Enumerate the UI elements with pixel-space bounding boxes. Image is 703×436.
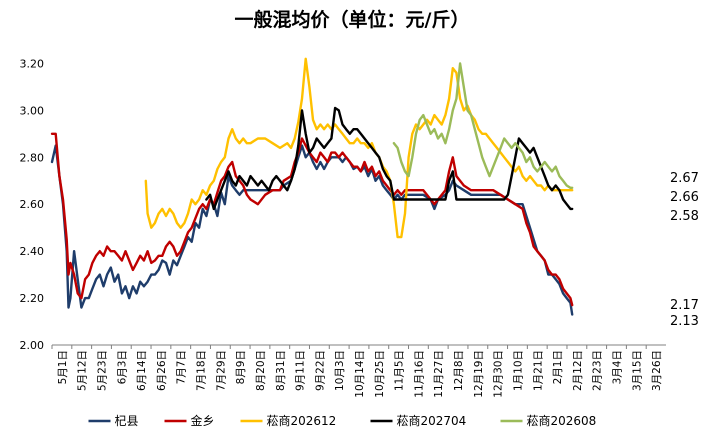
end-value-label: 2.17 [670,298,699,313]
series-line-4 [392,62,574,190]
x-tick-label: 12月19日 [473,350,485,398]
y-tick-label: 3.20 [20,57,45,70]
series-line-0 [50,144,574,316]
x-tick-label: 8月9日 [235,350,247,384]
end-value-label: 2.13 [670,314,699,329]
chart-title: 一般混均价（单位：元/斤） [235,8,470,31]
y-tick-label: 2.80 [20,151,45,164]
end-value-label: 2.66 [670,190,699,205]
y-tick-label: 2.00 [20,339,45,352]
x-tick-label: 10月14日 [354,350,366,398]
x-tick-label: 6月14日 [136,350,148,391]
y-tick-label: 2.20 [20,292,45,305]
x-tick-label: 11月27日 [433,350,445,398]
x-tick-label: 5月1日 [57,350,69,384]
x-tick-label: 3月4日 [611,350,623,384]
x-tick-label: 7月29日 [215,350,227,391]
y-tick-label: 2.40 [20,245,45,258]
series-layer [50,57,574,316]
legend-label: 菘商202608 [527,413,597,428]
x-tick-label: 1月21日 [532,350,544,391]
legend-label: 菘商202704 [397,413,467,428]
x-tick-label: 1月10日 [512,350,524,391]
x-axis: 5月1日 5月12日 5月23日 6月3日 6月14日 6月26日 7月7日 7月18日 7月2… [51,344,666,398]
x-tick-label: 10月25日 [374,350,386,398]
end-value-label: 2.58 [670,209,699,224]
y-tick-label: 2.60 [20,198,45,211]
x-tick-label: 9月11日 [295,350,307,391]
x-tick-label: 2月1日 [552,350,564,384]
x-tick-label: 2月12日 [572,350,584,391]
x-tick-label: 9月22日 [314,350,326,391]
y-axis: 2.00 2.20 2.40 2.60 2.80 3.00 3.20 [20,57,45,352]
x-tick-label: 6月26日 [156,350,168,391]
legend-label: 杞县 [115,414,139,428]
x-tick-label: 12月30日 [493,350,505,398]
x-tick-label: 7月18日 [196,350,208,391]
x-tick-label: 12月8日 [453,350,465,391]
x-tick-label: 11月16日 [413,350,425,398]
x-tick-label: 6月3日 [116,350,128,384]
x-tick-label: 2月23日 [592,350,604,391]
x-tick-label: 10月3日 [334,350,346,391]
series-line-3 [205,106,574,211]
x-tick-label: 8月31日 [275,350,287,391]
end-value-label: 2.67 [670,171,699,186]
series-line-2 [144,57,574,239]
x-tick-label: 8月20日 [255,350,267,391]
end-labels: 2.67 2.66 2.58 2.172.13 [670,171,699,329]
x-tick-label: 7月7日 [176,350,188,384]
y-tick-label: 3.00 [20,104,45,117]
x-tick-label: 5月12日 [77,350,89,391]
legend-label: 金乡 [191,413,215,428]
x-tick-label: 3月26日 [651,350,663,391]
x-tick-label: 5月23日 [97,350,109,391]
legend: 杞县 金乡 菘商202612 菘商202704 菘商202608 [88,413,597,428]
x-tick-label: 11月5日 [394,350,406,391]
x-tick-label: 3月15日 [631,350,643,391]
legend-label: 菘商202612 [267,413,337,428]
